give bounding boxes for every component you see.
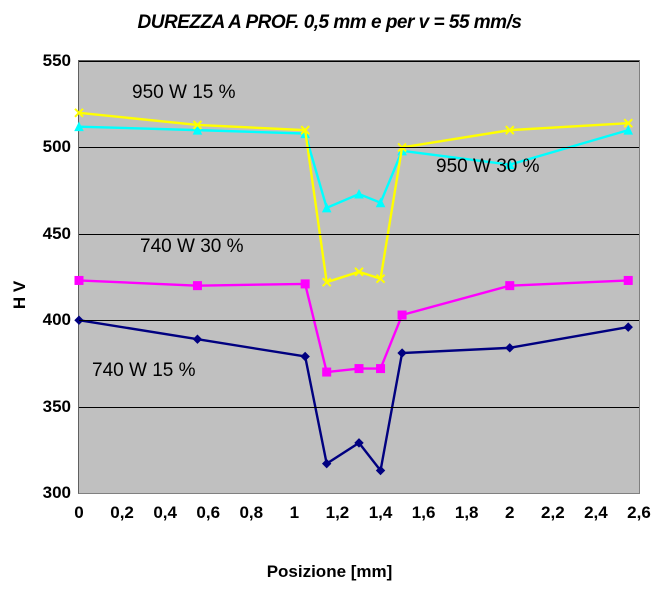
chart-svg bbox=[79, 61, 639, 493]
series-marker bbox=[624, 323, 632, 331]
y-tick-label: 350 bbox=[43, 397, 71, 417]
series-line bbox=[79, 320, 628, 470]
series-line bbox=[79, 127, 628, 208]
series-marker bbox=[398, 349, 406, 357]
plot-area: 30035040045050055000,20,40,60,811,21,41,… bbox=[78, 60, 640, 494]
x-tick-label: 0,2 bbox=[110, 503, 134, 523]
series-marker bbox=[301, 352, 309, 360]
y-tick-label: 450 bbox=[43, 224, 71, 244]
y-tick-label: 400 bbox=[43, 310, 71, 330]
series-marker bbox=[398, 311, 406, 319]
series-label: 740 W 30 % bbox=[140, 236, 244, 258]
series-label: 740 W 15 % bbox=[92, 360, 196, 382]
series-marker bbox=[506, 344, 514, 352]
x-tick-label: 2,4 bbox=[584, 503, 608, 523]
y-tick-label: 500 bbox=[43, 137, 71, 157]
series-marker bbox=[377, 365, 385, 373]
series-marker bbox=[193, 335, 201, 343]
x-tick-label: 1 bbox=[290, 503, 299, 523]
gridline-horizontal bbox=[79, 147, 639, 148]
series-label: 950 W 30 % bbox=[436, 156, 540, 178]
series-marker bbox=[323, 368, 331, 376]
y-tick-label: 550 bbox=[43, 51, 71, 71]
y-tick-label: 300 bbox=[43, 483, 71, 503]
series-marker bbox=[193, 282, 201, 290]
x-tick-label: 0,8 bbox=[239, 503, 263, 523]
series-marker bbox=[75, 276, 83, 284]
x-tick-label: 2 bbox=[505, 503, 514, 523]
series-marker bbox=[624, 276, 632, 284]
x-tick-label: 1,2 bbox=[326, 503, 350, 523]
x-tick-label: 1,8 bbox=[455, 503, 479, 523]
chart-container: DUREZZA A PROF. 0,5 mm e per v = 55 mm/s… bbox=[0, 0, 659, 590]
gridline-horizontal bbox=[79, 61, 639, 62]
gridline-horizontal bbox=[79, 320, 639, 321]
series-marker bbox=[506, 282, 514, 290]
series-label: 950 W 15 % bbox=[132, 82, 236, 104]
x-axis-label: Posizione [mm] bbox=[0, 562, 659, 582]
series-marker bbox=[301, 280, 309, 288]
y-axis-label: H V bbox=[10, 281, 30, 309]
x-tick-label: 0 bbox=[74, 503, 83, 523]
gridline-horizontal bbox=[79, 407, 639, 408]
x-tick-label: 1,4 bbox=[369, 503, 393, 523]
x-tick-label: 1,6 bbox=[412, 503, 436, 523]
gridline-horizontal bbox=[79, 234, 639, 235]
series-marker bbox=[355, 365, 363, 373]
chart-title: DUREZZA A PROF. 0,5 mm e per v = 55 mm/s bbox=[0, 12, 659, 34]
x-tick-label: 0,6 bbox=[196, 503, 220, 523]
series-line bbox=[79, 280, 628, 372]
x-tick-label: 2,6 bbox=[627, 503, 651, 523]
x-tick-label: 2,2 bbox=[541, 503, 565, 523]
x-tick-label: 0,4 bbox=[153, 503, 177, 523]
